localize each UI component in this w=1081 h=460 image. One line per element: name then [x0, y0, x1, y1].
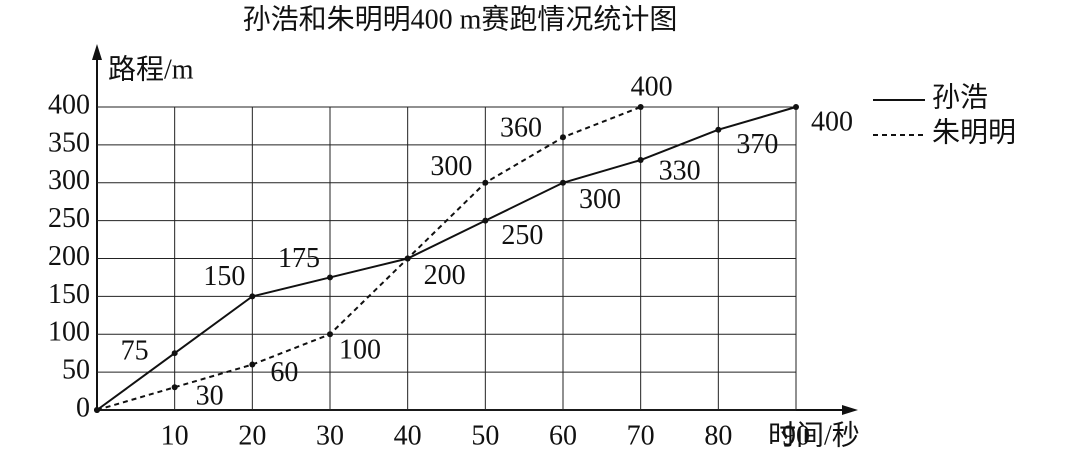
x-tick-label: 20 — [238, 420, 266, 451]
data-label: 330 — [659, 155, 701, 186]
data-label: 150 — [203, 261, 245, 292]
point — [482, 217, 489, 224]
data-label: 100 — [339, 335, 381, 366]
data-label: 300 — [430, 151, 472, 182]
data-label: 400 — [811, 106, 853, 137]
point — [94, 407, 100, 413]
data-label: 250 — [501, 220, 543, 251]
y-tick-label: 350 — [48, 127, 90, 158]
x-tick-label: 60 — [549, 420, 577, 451]
x-tick-label: 30 — [316, 420, 344, 451]
point — [249, 293, 256, 300]
y-tick-label: 250 — [48, 203, 90, 234]
x-tick-label: 40 — [394, 420, 422, 451]
chart-title: 孙浩和朱明明400 m赛跑情况统计图 — [243, 3, 678, 35]
data-label: 60 — [270, 357, 298, 388]
point — [171, 384, 178, 391]
series-line — [96, 106, 642, 411]
x-tick-label: 10 — [161, 420, 189, 451]
point — [637, 157, 644, 164]
y-axis-label: 路程/m — [108, 53, 194, 85]
data-label: 370 — [736, 129, 778, 160]
y-tick-label: 200 — [48, 241, 90, 272]
x-tick-label: 90 — [782, 420, 810, 451]
data-label: 200 — [424, 260, 466, 291]
point — [171, 350, 178, 357]
point — [637, 104, 644, 110]
data-label: 175 — [278, 243, 320, 274]
legend-label: 朱明明 — [932, 116, 1016, 148]
data-label: 75 — [121, 336, 149, 367]
legend-label: 孙浩 — [932, 81, 988, 113]
point — [249, 361, 256, 368]
x-tick-label: 70 — [627, 420, 655, 451]
data-label: 360 — [500, 113, 542, 144]
point — [404, 255, 411, 262]
x-tick-label: 80 — [704, 420, 732, 451]
y-tick-label: 100 — [48, 317, 90, 348]
point — [793, 104, 799, 110]
data-label: 30 — [196, 381, 224, 412]
y-tick-label: 50 — [62, 355, 90, 386]
data-label: 300 — [579, 184, 621, 215]
point — [482, 179, 489, 186]
data-label: 400 — [631, 71, 673, 102]
y-axis-arrow — [92, 44, 102, 60]
point — [715, 126, 722, 133]
x-axis-arrow — [842, 405, 858, 415]
point — [327, 331, 333, 338]
point — [560, 179, 566, 186]
series-line — [96, 106, 797, 411]
y-tick-label: 150 — [48, 279, 90, 310]
x-tick-label: 50 — [471, 420, 499, 451]
point — [327, 274, 333, 281]
y-tick-label: 0 — [76, 392, 90, 423]
y-tick-label: 300 — [48, 165, 90, 196]
point — [560, 134, 566, 141]
y-tick-label: 400 — [48, 89, 90, 120]
x-axis-label: 时间/秒 — [768, 419, 860, 451]
